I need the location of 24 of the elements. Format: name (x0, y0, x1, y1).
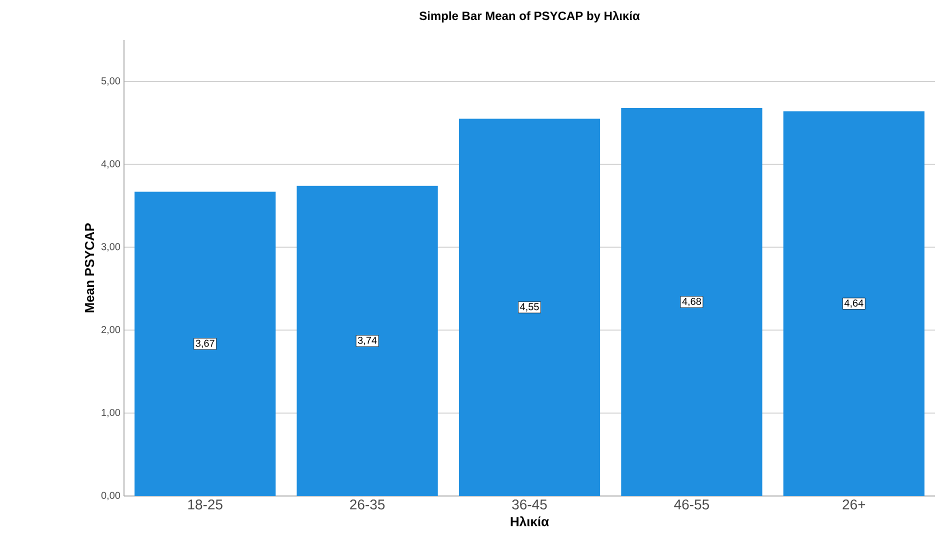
y-tick-label: 4,00 (101, 160, 120, 168)
y-tick-label: 0,00 (101, 492, 120, 500)
data-label: 4,55 (520, 303, 539, 312)
bar (296, 186, 438, 496)
data-label: 3,74 (358, 336, 377, 346)
y-tick-label: 1,00 (102, 408, 120, 418)
data-label: 4,64 (844, 300, 864, 308)
x-tick-label: 36-45 (512, 500, 547, 510)
data-label: 3,67 (196, 340, 214, 348)
bar (783, 111, 924, 496)
x-axis-title: Ηλικία (510, 516, 549, 526)
y-axis-title: Mean PSYCAP (84, 223, 94, 312)
x-tick-label: 26-35 (350, 500, 385, 510)
bar (458, 118, 600, 496)
y-tick-label: 2,00 (102, 326, 120, 334)
y-tick-label: 5,00 (101, 77, 120, 86)
x-tick-label: 26+ (842, 500, 866, 510)
bar (621, 108, 762, 496)
bar (134, 192, 276, 496)
x-tick-label: 46-55 (674, 500, 710, 510)
data-label: 4,68 (682, 298, 701, 306)
x-tick-label: 18-25 (188, 500, 222, 510)
chart-title: Simple Bar Mean of PSYCAP by Ηλικία (419, 10, 640, 22)
y-tick-label: 3,00 (101, 243, 120, 252)
